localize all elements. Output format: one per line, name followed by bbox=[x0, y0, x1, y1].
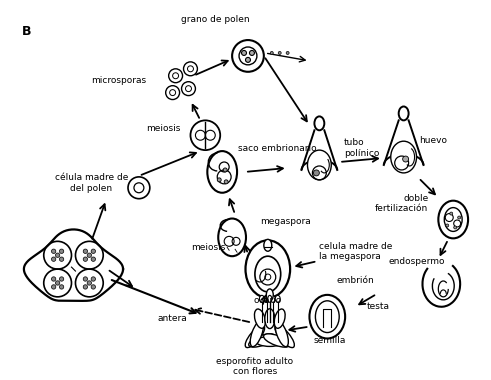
Ellipse shape bbox=[250, 320, 264, 347]
Circle shape bbox=[91, 257, 95, 261]
Text: esporofito adulto
con flores: esporofito adulto con flores bbox=[217, 356, 294, 376]
Ellipse shape bbox=[245, 325, 265, 348]
Circle shape bbox=[249, 51, 254, 55]
Ellipse shape bbox=[264, 239, 272, 251]
Circle shape bbox=[83, 277, 87, 281]
Circle shape bbox=[55, 281, 60, 285]
Ellipse shape bbox=[444, 207, 462, 231]
Circle shape bbox=[52, 285, 56, 289]
Text: célula madre de
del polen: célula madre de del polen bbox=[55, 173, 128, 193]
Circle shape bbox=[446, 224, 449, 227]
Circle shape bbox=[59, 285, 64, 289]
Ellipse shape bbox=[275, 320, 288, 347]
Circle shape bbox=[246, 57, 250, 62]
Text: doble
fertilización: doble fertilización bbox=[375, 194, 429, 213]
Ellipse shape bbox=[264, 295, 269, 302]
Text: megaspora: megaspora bbox=[260, 217, 311, 226]
Text: endospermo: endospermo bbox=[389, 256, 445, 266]
Circle shape bbox=[91, 285, 95, 289]
Text: semilla: semilla bbox=[313, 336, 346, 345]
Circle shape bbox=[270, 51, 273, 54]
Text: embrión: embrión bbox=[336, 277, 374, 285]
Ellipse shape bbox=[266, 289, 273, 301]
Circle shape bbox=[278, 51, 281, 54]
Circle shape bbox=[313, 170, 319, 176]
Ellipse shape bbox=[249, 334, 275, 347]
Circle shape bbox=[83, 257, 87, 261]
Polygon shape bbox=[24, 230, 123, 301]
Ellipse shape bbox=[268, 295, 272, 302]
Text: B: B bbox=[22, 25, 31, 38]
Ellipse shape bbox=[438, 201, 468, 238]
Circle shape bbox=[52, 249, 56, 253]
Circle shape bbox=[450, 212, 453, 215]
Circle shape bbox=[91, 277, 95, 281]
Ellipse shape bbox=[255, 256, 281, 292]
Circle shape bbox=[83, 285, 87, 289]
Ellipse shape bbox=[275, 295, 280, 302]
Ellipse shape bbox=[309, 295, 345, 339]
Text: meiosis: meiosis bbox=[146, 124, 181, 133]
Ellipse shape bbox=[265, 309, 275, 329]
Text: antera: antera bbox=[158, 314, 188, 323]
Circle shape bbox=[223, 168, 227, 172]
Ellipse shape bbox=[399, 106, 409, 120]
Text: meiosis: meiosis bbox=[191, 243, 225, 252]
Ellipse shape bbox=[315, 301, 339, 332]
Ellipse shape bbox=[307, 150, 331, 180]
Circle shape bbox=[55, 253, 60, 257]
Text: celula madre de
la megaspora: celula madre de la megaspora bbox=[319, 242, 393, 261]
Ellipse shape bbox=[207, 151, 237, 193]
Ellipse shape bbox=[275, 325, 295, 348]
Ellipse shape bbox=[218, 218, 246, 256]
Text: huevo: huevo bbox=[419, 136, 447, 145]
Circle shape bbox=[454, 226, 457, 229]
Ellipse shape bbox=[254, 309, 265, 328]
Circle shape bbox=[242, 51, 246, 55]
Ellipse shape bbox=[391, 141, 416, 173]
Circle shape bbox=[91, 249, 95, 253]
Text: ovario: ovario bbox=[254, 296, 282, 305]
Ellipse shape bbox=[270, 295, 275, 302]
Circle shape bbox=[224, 180, 228, 184]
Circle shape bbox=[87, 253, 91, 257]
Ellipse shape bbox=[246, 240, 290, 298]
Ellipse shape bbox=[274, 309, 285, 328]
Ellipse shape bbox=[259, 295, 264, 302]
Text: testa: testa bbox=[367, 302, 390, 311]
Text: saco embrionario: saco embrionario bbox=[238, 144, 317, 153]
Circle shape bbox=[83, 249, 87, 253]
Text: grano de polen: grano de polen bbox=[181, 15, 249, 24]
Circle shape bbox=[52, 257, 56, 261]
Ellipse shape bbox=[256, 337, 284, 347]
Circle shape bbox=[403, 156, 409, 162]
Circle shape bbox=[458, 216, 461, 219]
Circle shape bbox=[217, 178, 221, 182]
Circle shape bbox=[87, 281, 91, 285]
Circle shape bbox=[59, 249, 64, 253]
Circle shape bbox=[59, 277, 64, 281]
Circle shape bbox=[286, 51, 289, 54]
Circle shape bbox=[59, 257, 64, 261]
Text: microsporas: microsporas bbox=[91, 76, 146, 85]
Circle shape bbox=[52, 277, 56, 281]
Ellipse shape bbox=[314, 116, 325, 130]
Ellipse shape bbox=[264, 334, 290, 347]
Text: tubo
polínico: tubo polínico bbox=[344, 138, 380, 158]
